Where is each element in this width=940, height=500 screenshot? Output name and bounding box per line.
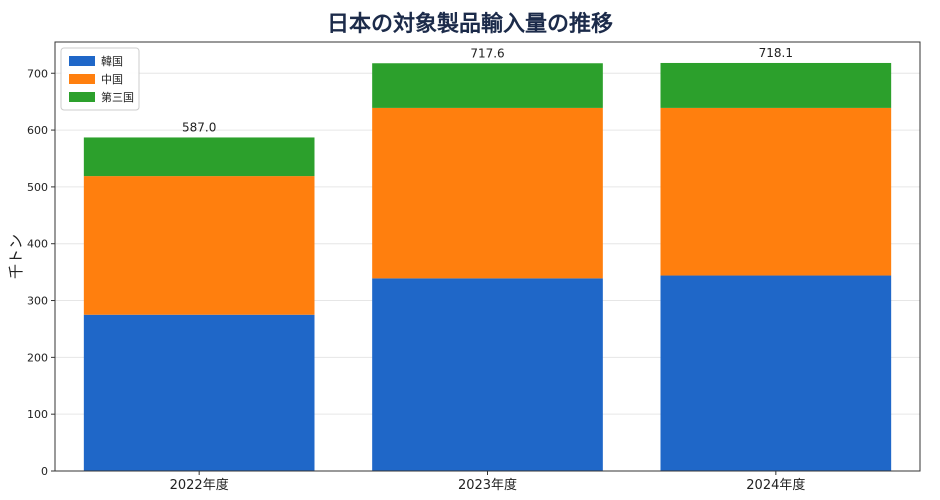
y-tick-label: 700: [27, 67, 48, 80]
bar-segment: [660, 62, 892, 108]
x-tick-label: 2022年度: [170, 477, 229, 493]
axes-layer: [51, 41, 921, 475]
labels-layer: 0 100 200 300 400 500 600 700 587.0 2022年度 717.6 20…: [7, 46, 805, 493]
y-tick-label: 300: [27, 295, 48, 308]
legend-label: 第三国: [101, 90, 134, 104]
y-tick-label: 200: [27, 351, 48, 364]
legend-label: 中国: [101, 73, 123, 86]
x-tick-label: 2024年度: [746, 477, 805, 493]
bar-segment: [660, 107, 892, 276]
y-tick-label: 500: [27, 181, 48, 194]
total-value-label: 717.6: [470, 46, 504, 60]
total-value-label: 718.1: [759, 46, 793, 60]
bar-segment: [372, 278, 603, 471]
y-tick-label: 100: [27, 408, 48, 421]
bar-segment: [372, 107, 603, 279]
legend-swatch: [69, 74, 95, 84]
legend-swatch: [69, 56, 95, 66]
plot-frame: [54, 41, 921, 472]
legend-label: 韓国: [101, 55, 123, 68]
legend-swatch: [69, 92, 95, 102]
bar-segment: [83, 137, 315, 177]
bar-segment: [372, 63, 603, 108]
bars-layer: [83, 62, 892, 471]
y-axis-title: 千トン: [7, 234, 25, 279]
y-tick-label: 0: [41, 465, 48, 478]
bar-segment: [660, 275, 892, 471]
chart-title: 日本の対象製品輸入量の推移: [326, 12, 613, 37]
y-tick-label: 600: [27, 124, 48, 137]
y-tick-label: 400: [27, 238, 48, 251]
bar-segment: [83, 314, 315, 471]
bar-segment: [83, 176, 315, 315]
total-value-label: 587.0: [182, 120, 216, 134]
x-tick-label: 2023年度: [458, 477, 517, 493]
